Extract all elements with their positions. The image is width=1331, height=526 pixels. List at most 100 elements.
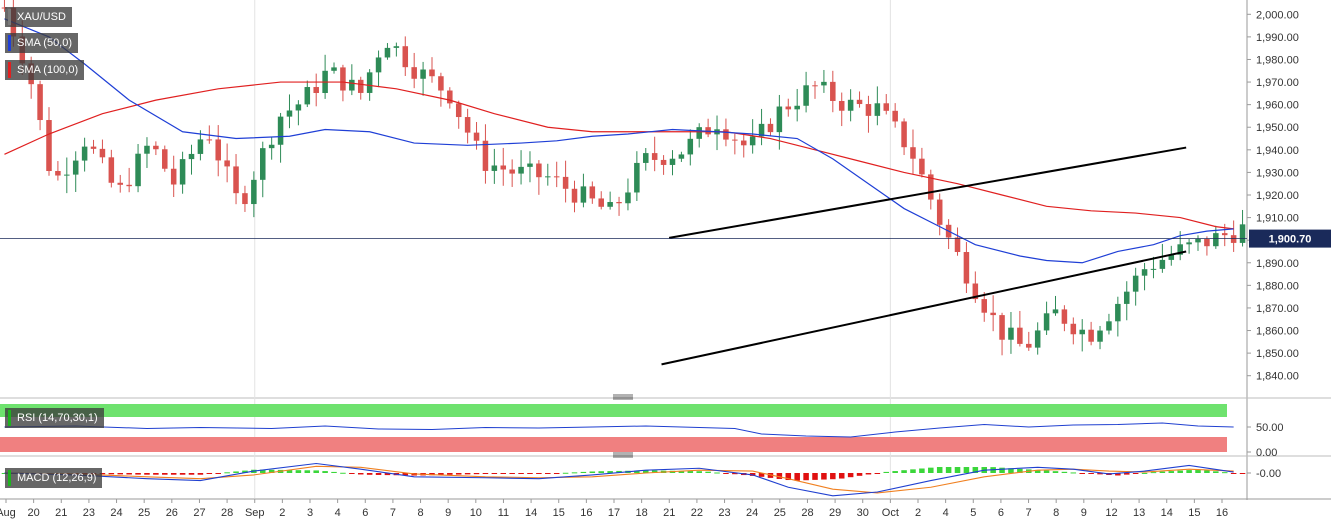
macd-histogram-bar [999,467,1005,473]
rsi-color-bar [8,410,11,426]
macd-legend-text: MACD (12,26,9) [17,472,97,484]
macd-histogram-bar [1221,472,1228,474]
instrument-color-bar [8,9,11,25]
candle-bull [393,46,400,48]
macd-histogram-bar [536,473,542,474]
candle-bear [242,193,248,205]
macd-histogram-bar [1159,471,1166,473]
macd-histogram-bar [589,471,596,473]
candle-bear [37,84,43,121]
macd-histogram-bar [1132,473,1139,474]
candle-bear [723,129,729,140]
candle-bull [758,123,765,137]
macd-histogram-bar [785,473,792,481]
macd-histogram-bar [1079,473,1085,474]
y-tick-label: 1,840.00 [1256,371,1299,383]
x-tick-label: 24 [746,507,758,519]
x-tick-label: 6 [362,507,368,519]
instrument-label[interactable]: XAU/USD [5,7,72,27]
candle-bull [1239,224,1246,243]
candle-bull [607,202,613,207]
candle-bull [1159,259,1166,269]
macd-histogram-bar [643,470,649,473]
candle-bull [749,136,756,146]
candle-bear [901,121,907,148]
macd-legend[interactable]: MACD (12,26,9) [5,468,103,488]
macd-histogram-bar [830,473,836,480]
macd-histogram-bar [126,473,132,475]
y-tick-label: 2,000.00 [1256,9,1299,21]
macd-histogram-bar [936,467,943,473]
sma100-legend[interactable]: SMA (100,0) [5,60,85,80]
sma100-legend-text: SMA (100,0) [17,64,79,76]
candle-bull [643,153,649,163]
sma50-legend[interactable]: SMA (50,0) [5,33,79,53]
macd-histogram-bar [919,468,925,473]
macd-histogram-bar [1204,470,1210,473]
macd-histogram-bar [963,467,970,473]
x-tick-label: 16 [580,507,592,519]
macd-histogram-bar [803,473,809,481]
macd-histogram-bar [607,471,613,473]
candle-bull [1132,275,1139,292]
candle-bear [856,99,863,105]
macd-histogram-bar [910,469,916,473]
macd-histogram-bar [482,473,489,474]
candle-bear [455,103,462,118]
x-tick-label: 14 [1161,507,1173,519]
macd-histogram-bar [1017,468,1023,473]
macd-histogram-bar [1115,473,1121,476]
candle-bear [936,199,943,225]
candle-bull [1195,238,1201,243]
y-tick-label: 1,950.00 [1256,122,1299,134]
candle-bear [999,315,1005,340]
x-tick-label: 2 [915,507,921,519]
candle-bear [1230,235,1237,243]
macd-histogram-bar [1150,472,1157,474]
x-tick-label: Sep [245,507,265,519]
candle-bull [144,145,150,154]
candle-bear [411,67,417,79]
macd-histogram-bar [1195,469,1201,473]
candle-bull [304,87,311,105]
x-tick-label: 26 [166,507,178,519]
x-tick-label: 7 [1025,507,1031,519]
macd-histogram-bar [304,470,311,473]
candle-bear [170,168,177,185]
candle-bull [580,186,587,203]
candle-bear [153,145,159,150]
candle-bear [340,67,346,91]
rsi-legend[interactable]: RSI (14,70,30,1) [5,408,104,428]
y-tick-label: 1,920.00 [1256,190,1299,202]
candle-bull [72,160,79,175]
x-tick-label: 24 [110,507,122,519]
candle-bear [963,252,970,284]
macd-histogram-bar [188,473,195,475]
x-tick-label: 3 [307,507,313,519]
macd-histogram-bar [1123,473,1130,475]
macd-histogram-bar [812,473,818,480]
y-tick-label: 1,940.00 [1256,145,1299,157]
x-tick-label: 17 [608,507,620,519]
macd-histogram-bar [402,473,409,476]
x-tick-label: 29 [829,507,841,519]
candle-bear [830,81,836,101]
macd-histogram-bar [1213,471,1219,473]
candle-bull [331,67,337,71]
candle-bull [375,57,382,73]
macd-histogram-bar [1034,469,1041,473]
candle-bear [224,160,230,167]
macd-histogram-bar [518,473,524,474]
candle-bull [821,81,827,86]
x-tick-label: 9 [1081,507,1087,519]
candle-bull [286,110,293,117]
macd-histogram-bar [562,472,569,474]
macd-histogram-bar [847,473,854,478]
macd-histogram-bar [447,473,453,475]
macd-histogram-bar [1141,472,1148,474]
candle-bear [357,79,364,93]
candle-bull [527,163,533,167]
candle-bull [847,99,854,111]
candle-bear [108,157,115,183]
